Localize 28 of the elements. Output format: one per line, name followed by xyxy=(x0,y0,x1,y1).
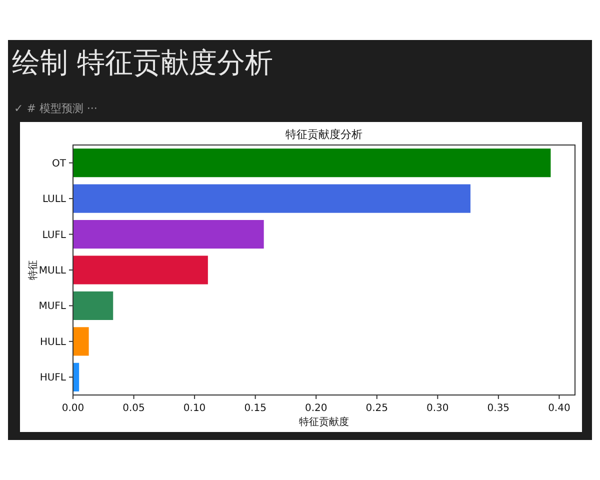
bar xyxy=(73,362,80,392)
text: ✓ # 模型预测 ··· xyxy=(14,102,98,115)
x-tick-label: 0.00 xyxy=(62,403,84,414)
y-tick-label: HUFL xyxy=(40,372,66,384)
x-tick-label: 0.15 xyxy=(244,403,266,414)
x-axis-title: 特征贡献度 xyxy=(299,416,349,428)
bar xyxy=(73,220,264,249)
chart-title: 特征贡献度分析 xyxy=(286,128,362,141)
bar xyxy=(73,184,470,213)
y-tick-label: OT xyxy=(52,158,67,170)
x-tick-label: 0.40 xyxy=(548,403,570,414)
bar xyxy=(73,327,89,356)
y-tick-label: MULL xyxy=(38,266,66,276)
bar xyxy=(73,291,114,320)
text: 绘制 特征贡献度分析 xyxy=(12,46,273,79)
x-tick-label: 0.20 xyxy=(304,403,328,414)
y-tick-label: LULL xyxy=(42,194,66,206)
y-tick-label: LUFL xyxy=(42,230,66,241)
x-tick-label: 0.10 xyxy=(183,403,206,414)
bar xyxy=(73,148,551,178)
x-tick-label: 0.35 xyxy=(487,403,510,414)
x-tick-label: 0.05 xyxy=(122,403,145,414)
y-axis-title: 特征 xyxy=(27,260,39,280)
x-tick-label: 0.30 xyxy=(426,403,449,414)
y-tick-label: HULL xyxy=(40,336,66,348)
y-tick-label: MUFL xyxy=(38,301,66,312)
x-tick-label: 0.25 xyxy=(366,403,388,414)
bar xyxy=(73,256,208,284)
